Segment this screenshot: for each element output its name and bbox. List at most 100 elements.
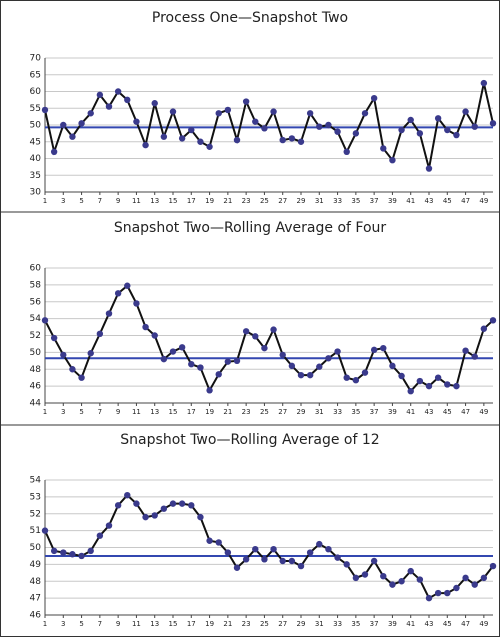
x-tick-label: 21 [223,197,232,205]
data-point [178,344,186,351]
y-tick-label: 52 [30,331,41,341]
y-tick-label: 52 [30,509,41,519]
data-point [297,138,305,145]
y-tick-label: 48 [30,365,42,375]
data-point [242,98,250,105]
data-point [444,381,451,388]
x-tick-label: 25 [260,620,269,628]
x-tick-label: 37 [370,408,379,416]
chart-title: Snapshot Two—Rolling Average of Four [114,220,387,236]
x-tick-label: 15 [169,620,178,628]
x-tick-label: 27 [278,408,287,416]
x-tick-label: 43 [425,197,434,205]
y-tick-label: 30 [30,188,42,198]
data-point [78,374,85,381]
y-tick-label: 60 [30,87,42,97]
data-point [361,571,369,578]
x-tick-label: 39 [388,408,397,416]
data-point [370,346,378,354]
chart-title: Process One—Snapshot Two [152,10,348,26]
data-point [142,141,149,149]
x-tick-label: 9 [116,620,120,628]
x-tick-label: 49 [479,620,488,628]
data-point [124,491,131,499]
data-point [87,547,94,555]
x-tick-label: 7 [98,408,102,416]
data-point [480,79,488,87]
data-point [151,332,158,339]
data-point [215,371,222,378]
x-tick-label: 37 [370,197,379,205]
y-tick-label: 44 [30,399,42,409]
x-tick-label: 15 [169,408,178,416]
data-point [206,387,213,394]
y-tick-label: 45 [30,137,41,147]
data-point [233,564,241,571]
x-tick-label: 25 [260,408,269,416]
data-point [288,135,296,142]
data-point [105,522,113,529]
x-tick-label: 27 [278,197,287,205]
x-tick-label: 45 [443,197,452,205]
data-point [334,348,341,355]
x-tick-label: 31 [315,408,324,416]
data-point [87,350,94,357]
data-point [389,581,396,588]
x-tick-label: 19 [205,408,214,416]
data-point [434,374,442,381]
data-point [197,364,204,371]
data-point [242,328,250,335]
data-point [160,355,168,363]
data-point [60,351,67,359]
data-point [343,561,350,568]
data-point [471,353,478,360]
data-point [169,500,177,507]
data-point [206,537,213,544]
x-tick-label: 21 [223,408,232,416]
data-point [306,110,314,117]
x-tick-label: 17 [187,408,196,416]
y-tick-label: 46 [30,611,42,621]
x-tick-label: 17 [187,620,196,628]
x-tick-label: 29 [297,197,306,205]
data-point [343,374,350,381]
data-point [471,123,478,130]
x-tick-label: 13 [150,408,159,416]
x-tick-label: 35 [351,197,360,205]
x-tick-label: 15 [169,197,178,205]
x-tick-label: 3 [61,408,65,416]
data-point [69,366,76,373]
x-tick-label: 39 [388,197,397,205]
x-tick-label: 7 [98,620,102,628]
x-tick-label: 29 [297,408,306,416]
data-point [453,382,460,390]
data-point [188,360,195,368]
data-point [288,557,296,565]
data-point [233,357,241,365]
data-point [252,333,259,340]
data-point [306,549,314,556]
data-point [453,584,460,592]
data-point [188,126,195,134]
x-tick-label: 43 [425,408,434,416]
x-tick-label: 33 [333,197,342,205]
x-tick-label: 1 [43,197,47,205]
data-point [78,120,85,127]
data-point [343,148,350,155]
x-tick-label: 29 [297,620,306,628]
x-tick-label: 23 [242,197,251,205]
y-tick-label: 48 [30,577,42,587]
data-point [224,549,232,556]
data-point [444,589,451,597]
x-tick-label: 47 [461,197,470,205]
data-point [41,317,49,324]
x-tick-label: 9 [116,197,120,205]
data-point [361,110,369,117]
x-tick-label: 33 [333,408,342,416]
data-point [114,290,122,297]
y-tick-label: 46 [30,382,42,392]
data-point [224,106,232,114]
data-point [489,120,497,127]
x-tick-label: 45 [443,408,452,416]
